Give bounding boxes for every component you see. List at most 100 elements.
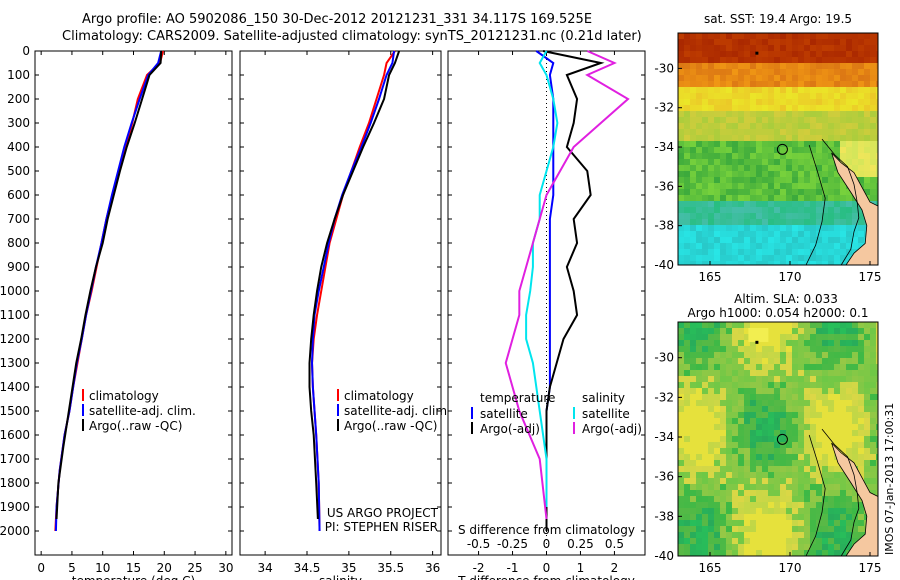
map-cell xyxy=(774,322,780,328)
map-cell xyxy=(870,406,876,412)
map-cell xyxy=(720,466,726,472)
map-cell xyxy=(720,33,726,39)
map-cell xyxy=(792,159,798,165)
map-cell xyxy=(816,532,822,538)
map-cell xyxy=(792,93,798,99)
map-cell xyxy=(804,57,810,63)
map-cell xyxy=(738,484,744,490)
map-cell xyxy=(816,189,822,195)
map-cell xyxy=(792,129,798,135)
map-cell xyxy=(864,370,870,376)
map-cell xyxy=(738,249,744,255)
map-cell xyxy=(732,538,738,544)
map-cell xyxy=(828,334,834,340)
map-cell xyxy=(690,490,696,496)
map-cell xyxy=(834,177,840,183)
map-cell xyxy=(846,400,852,406)
map-cell xyxy=(684,219,690,225)
map-cell xyxy=(780,69,786,75)
map-cell xyxy=(726,141,732,147)
map-cell xyxy=(678,430,684,436)
map-cell xyxy=(852,213,858,219)
map-cell xyxy=(762,442,768,448)
map-cell xyxy=(780,508,786,514)
map-cell xyxy=(762,448,768,454)
map-cell xyxy=(684,195,690,201)
map-cell xyxy=(702,352,708,358)
map-cell xyxy=(834,63,840,69)
map-cell xyxy=(792,412,798,418)
map-cell xyxy=(708,394,714,400)
map-cell xyxy=(858,526,864,532)
map-cell xyxy=(702,255,708,261)
map-cell xyxy=(684,328,690,334)
map-cell xyxy=(846,33,852,39)
map-cell xyxy=(696,159,702,165)
map-cell xyxy=(714,520,720,526)
map-cell xyxy=(822,442,828,448)
map-cell xyxy=(726,249,732,255)
map-cell xyxy=(750,75,756,81)
map-cell xyxy=(678,81,684,87)
map-cell xyxy=(834,502,840,508)
map-cell xyxy=(756,141,762,147)
map-cell xyxy=(846,255,852,261)
map-cell xyxy=(696,322,702,328)
map-cell xyxy=(852,430,858,436)
map-cell xyxy=(876,99,878,105)
map-cell xyxy=(726,532,732,538)
map-cell xyxy=(804,370,810,376)
map-cell xyxy=(696,123,702,129)
map-cell xyxy=(708,376,714,382)
map-cell xyxy=(714,99,720,105)
map-cell xyxy=(846,346,852,352)
map-cell xyxy=(840,358,846,364)
map-cell xyxy=(786,472,792,478)
map-cell xyxy=(732,99,738,105)
map-cell xyxy=(870,159,876,165)
map-cell xyxy=(864,129,870,135)
map-cell xyxy=(768,51,774,57)
map-cell xyxy=(684,135,690,141)
map-cell xyxy=(744,75,750,81)
map-cell xyxy=(786,454,792,460)
map-cell xyxy=(720,358,726,364)
map-cell xyxy=(696,412,702,418)
map-cell xyxy=(714,237,720,243)
map-cell xyxy=(804,105,810,111)
map-cell xyxy=(774,261,780,265)
map-cell xyxy=(774,352,780,358)
map-cell xyxy=(876,382,878,388)
map-cell xyxy=(762,352,768,358)
map-cell xyxy=(690,496,696,502)
map-cell xyxy=(726,448,732,454)
map-cell xyxy=(786,346,792,352)
map-cell xyxy=(822,382,828,388)
map-cell xyxy=(744,255,750,261)
map-cell xyxy=(678,189,684,195)
map-cell xyxy=(768,225,774,231)
map-cell xyxy=(744,442,750,448)
map-cell xyxy=(750,448,756,454)
map-cell xyxy=(780,334,786,340)
map-cell xyxy=(750,51,756,57)
map-cell xyxy=(780,478,786,484)
map-cell xyxy=(678,328,684,334)
map-cell xyxy=(792,346,798,352)
map-cell xyxy=(702,183,708,189)
map-cell xyxy=(732,81,738,87)
map-cell xyxy=(834,394,840,400)
map-cell xyxy=(810,352,816,358)
map-cell xyxy=(720,231,726,237)
map-cell xyxy=(828,490,834,496)
map-cell xyxy=(738,219,744,225)
map-cell xyxy=(714,532,720,538)
map-cell xyxy=(786,129,792,135)
map-cell xyxy=(678,364,684,370)
map-cell xyxy=(756,412,762,418)
map-cell xyxy=(744,334,750,340)
map-cell xyxy=(756,448,762,454)
map-cell xyxy=(762,364,768,370)
map-cell xyxy=(732,496,738,502)
